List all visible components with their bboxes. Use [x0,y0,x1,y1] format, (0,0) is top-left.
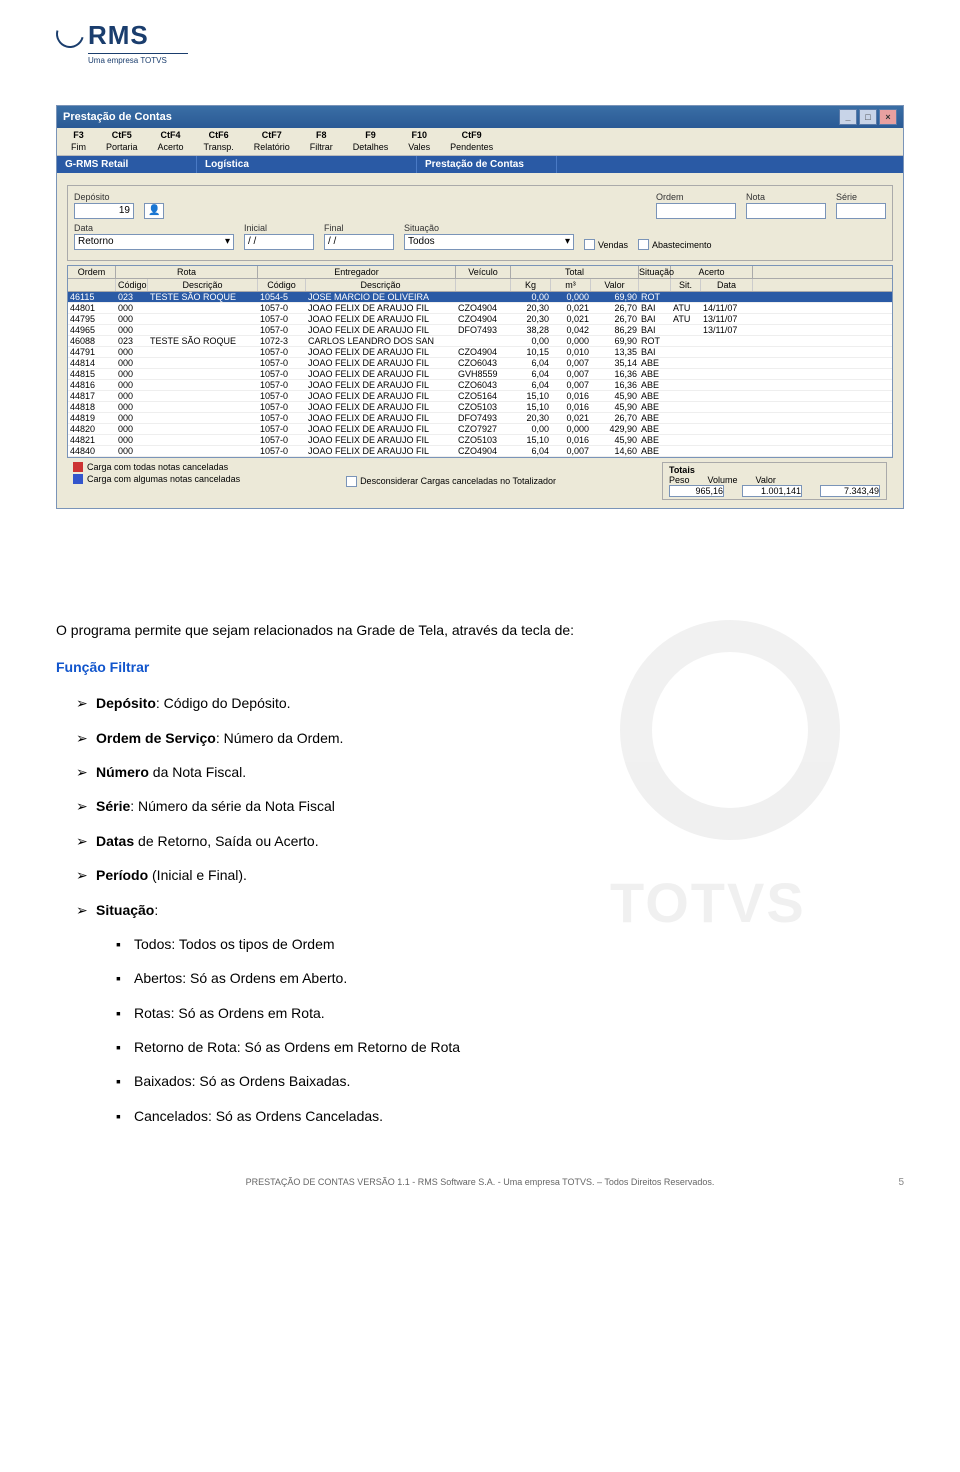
col-group-rota: Rota [116,266,258,278]
disregard-cancel-checkbox[interactable]: Desconsiderar Cargas canceladas no Total… [346,476,556,487]
toolbar-detalhes[interactable]: F9Detalhes [343,130,399,153]
table-row[interactable]: 448160001057-0JOAO FELIX DE ARAUJO FILCZ… [68,380,892,391]
toolbar-portaria[interactable]: CtF5Portaria [96,130,148,153]
bullet-numero: Número da Nota Fiscal. [76,761,904,783]
data-label: Data [74,223,234,233]
table-row[interactable]: 448400001057-0JOAO FELIX DE ARAUJO FILCZ… [68,446,892,457]
col-group-acerto: Acerto [671,266,753,278]
logo-tagline: Uma empresa TOTVS [88,53,188,65]
app-window: Prestação de Contas _ □ × F3FimCtF5Porta… [56,105,904,509]
situacao-label: Situação [404,223,574,233]
function-title: Função Filtrar [56,656,904,678]
sub-todos: Todos: Todos os tipos de Ordem [116,933,904,955]
table-row[interactable]: 448180001057-0JOAO FELIX DE ARAUJO FILCZ… [68,402,892,413]
vendas-checkbox[interactable]: Vendas [584,239,628,250]
table-row[interactable]: 448170001057-0JOAO FELIX DE ARAUJO FILCZ… [68,391,892,402]
sub-retorno: Retorno de Rota: Só as Ordens em Retorno… [116,1036,904,1058]
logo-brand: RMS [88,20,188,51]
logo: RMS Uma empresa TOTVS [56,20,904,65]
col-group-entregador: Entregador [258,266,456,278]
close-button[interactable]: × [879,109,897,125]
inicial-label: Inicial [244,223,314,233]
deposito-label: Depósito [74,192,134,202]
data-grid: Ordem Rota Entregador Veículo Total Situ… [67,265,893,458]
window-title: Prestação de Contas [63,111,172,123]
sub-rotas: Rotas: Só as Ordens em Rota. [116,1002,904,1024]
ordem-input[interactable] [656,203,736,219]
ordem-label: Ordem [656,192,736,202]
bullet-periodo: Período (Inicial e Final). [76,864,904,886]
serie-label: Série [836,192,886,202]
table-row[interactable]: 447910001057-0JOAO FELIX DE ARAUJO FILCZ… [68,347,892,358]
table-row[interactable]: 448210001057-0JOAO FELIX DE ARAUJO FILCZ… [68,435,892,446]
toolbar-transp.[interactable]: CtF6Transp. [194,130,244,153]
document-body: O programa permite que sejam relacionado… [56,619,904,1127]
sub-abertos: Abertos: Só as Ordens em Aberto. [116,967,904,989]
inicial-input[interactable]: / / [244,234,314,250]
data-select[interactable]: Retorno▾ [74,234,234,250]
table-row[interactable]: 447950001057-0JOAO FELIX DE ARAUJO FILCZ… [68,314,892,325]
col-group-total: Total [511,266,639,278]
maximize-button[interactable]: □ [859,109,877,125]
toolbar-acerto[interactable]: CtF4Acerto [148,130,194,153]
bullet-deposito: Depósito: Código do Depósito. [76,692,904,714]
col-group-veiculo: Veículo [456,266,511,278]
deposito-input[interactable]: 19 [74,203,134,219]
breadcrumb: G-RMS Retail Logística Prestação de Cont… [57,156,903,173]
breadcrumb-item[interactable]: Prestação de Contas [417,156,557,173]
table-row[interactable]: 449650001057-0JOAO FELIX DE ARAUJO FILDF… [68,325,892,336]
titlebar: Prestação de Contas _ □ × [57,106,903,128]
final-input[interactable]: / / [324,234,394,250]
deposito-lookup-button[interactable]: 👤 [144,203,164,219]
sub-cancelados: Cancelados: Só as Ordens Canceladas. [116,1105,904,1127]
bullet-datas: Datas de Retorno, Saída ou Acerto. [76,830,904,852]
totals-box: Totais Peso Volume Valor 965,16 1.001,14… [662,462,887,500]
final-label: Final [324,223,394,233]
page-number: 5 [898,1177,904,1188]
abastecimento-checkbox[interactable]: Abastecimento [638,239,712,250]
serie-input[interactable] [836,203,886,219]
table-row[interactable]: 448010001057-0JOAO FELIX DE ARAUJO FILCZ… [68,303,892,314]
logo-swoosh-icon [51,15,89,53]
filter-panel: Depósito 19 👤 Ordem Nota [67,185,893,261]
toolbar-fim[interactable]: F3Fim [61,130,96,153]
toolbar-vales[interactable]: F10Vales [398,130,440,153]
toolbar: F3FimCtF5PortariaCtF4AcertoCtF6Transp.Ct… [57,128,903,156]
table-row[interactable]: 448150001057-0JOAO FELIX DE ARAUJO FILGV… [68,369,892,380]
table-row[interactable]: 46115023TESTE SÃO ROQUE1054-5JOSE MARCIO… [68,292,892,303]
toolbar-pendentes[interactable]: CtF9Pendentes [440,130,503,153]
intro-text: O programa permite que sejam relacionado… [56,619,904,641]
bullet-serie: Série: Número da série da Nota Fiscal [76,795,904,817]
table-row[interactable]: 448190001057-0JOAO FELIX DE ARAUJO FILDF… [68,413,892,424]
legend-all-cancel: Carga com todas notas canceladas [73,462,240,472]
footer: PRESTAÇÃO DE CONTAS VERSÃO 1.1 - RMS Sof… [56,1177,904,1187]
breadcrumb-item[interactable]: Logística [197,156,417,173]
col-group-situacao: Situação [639,266,671,278]
situacao-select[interactable]: Todos▾ [404,234,574,250]
bullet-ordem: Ordem de Serviço: Número da Ordem. [76,727,904,749]
col-group-ordem: Ordem [68,266,116,278]
table-row[interactable]: 448140001057-0JOAO FELIX DE ARAUJO FILCZ… [68,358,892,369]
footer-text: PRESTAÇÃO DE CONTAS VERSÃO 1.1 - RMS Sof… [246,1177,715,1187]
legend-some-cancel: Carga com algumas notas canceladas [73,474,240,484]
breadcrumb-item[interactable]: G-RMS Retail [57,156,197,173]
nota-input[interactable] [746,203,826,219]
nota-label: Nota [746,192,826,202]
table-row[interactable]: 448200001057-0JOAO FELIX DE ARAUJO FILCZ… [68,424,892,435]
toolbar-relatório[interactable]: CtF7Relatório [244,130,300,153]
sub-baixados: Baixados: Só as Ordens Baixadas. [116,1070,904,1092]
minimize-button[interactable]: _ [839,109,857,125]
bullet-situacao: Situação: Todos: Todos os tipos de Ordem… [76,899,904,1128]
table-row[interactable]: 46088023TESTE SÃO ROQUE1072-3CARLOS LEAN… [68,336,892,347]
toolbar-filtrar[interactable]: F8Filtrar [300,130,343,153]
